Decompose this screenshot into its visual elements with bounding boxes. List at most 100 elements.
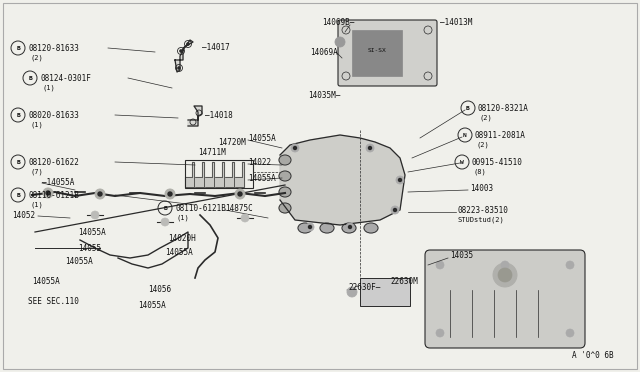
Text: STUDstud(2): STUDstud(2) [458, 217, 505, 223]
Text: B: B [466, 106, 470, 110]
Circle shape [43, 188, 53, 198]
Text: 08110-6121B: 08110-6121B [28, 190, 79, 199]
Text: SI-SX: SI-SX [367, 48, 387, 52]
Text: —14017: —14017 [202, 42, 230, 51]
Text: 22630M: 22630M [390, 278, 418, 286]
Circle shape [291, 144, 299, 152]
Circle shape [238, 192, 242, 196]
Circle shape [436, 261, 444, 269]
Text: 14056: 14056 [148, 285, 171, 295]
Circle shape [306, 223, 314, 231]
Circle shape [165, 189, 175, 199]
Polygon shape [175, 40, 193, 72]
Circle shape [399, 179, 401, 182]
Text: 14875C: 14875C [225, 203, 253, 212]
Circle shape [493, 263, 517, 287]
Text: 14055A: 14055A [32, 278, 60, 286]
Circle shape [46, 191, 50, 195]
Text: 14069B—: 14069B— [322, 17, 355, 26]
Polygon shape [195, 162, 204, 187]
Circle shape [241, 214, 249, 222]
Ellipse shape [279, 171, 291, 181]
Text: 08020-81633: 08020-81633 [28, 110, 79, 119]
Polygon shape [188, 106, 202, 126]
Text: (1): (1) [177, 215, 189, 221]
Bar [185, 160, 253, 188]
Circle shape [366, 144, 374, 152]
Text: (1): (1) [30, 122, 43, 128]
Text: 14055A: 14055A [138, 301, 166, 310]
Polygon shape [205, 162, 214, 187]
Circle shape [347, 287, 357, 297]
Text: B: B [16, 160, 20, 164]
Text: B: B [163, 205, 167, 211]
Text: —14055A: —14055A [42, 177, 74, 186]
Text: 14022: 14022 [248, 157, 271, 167]
Text: 14035: 14035 [450, 250, 473, 260]
Text: 08120-81633: 08120-81633 [28, 44, 79, 52]
Bar [352, 30, 402, 76]
Text: 08223-83510: 08223-83510 [458, 205, 509, 215]
Text: —14013M: —14013M [440, 17, 472, 26]
Text: (2): (2) [480, 115, 493, 121]
Text: 14711M: 14711M [198, 148, 226, 157]
Circle shape [566, 329, 574, 337]
Circle shape [394, 208, 397, 212]
Circle shape [91, 211, 99, 219]
Text: 14069A: 14069A [310, 48, 338, 57]
Circle shape [179, 49, 182, 52]
Text: 14055A: 14055A [78, 228, 106, 237]
Text: (2): (2) [30, 55, 43, 61]
Text: W: W [460, 160, 464, 164]
Text: 14055A: 14055A [65, 257, 93, 266]
Text: A '0^0 6B: A '0^0 6B [572, 350, 614, 359]
Circle shape [161, 218, 169, 226]
Ellipse shape [279, 203, 291, 213]
Circle shape [294, 147, 296, 150]
Ellipse shape [298, 223, 312, 233]
FancyBboxPatch shape [425, 250, 585, 348]
Text: 14020H: 14020H [168, 234, 196, 243]
Circle shape [235, 189, 245, 199]
Text: 00915-41510: 00915-41510 [472, 157, 523, 167]
Circle shape [346, 223, 354, 231]
Ellipse shape [364, 223, 378, 233]
Polygon shape [185, 162, 194, 187]
Text: 14052: 14052 [12, 211, 35, 219]
Circle shape [168, 192, 172, 196]
Text: (8): (8) [474, 169, 487, 175]
Ellipse shape [320, 223, 334, 233]
Text: SEE SEC.110: SEE SEC.110 [28, 298, 79, 307]
Text: 08124-0301F: 08124-0301F [40, 74, 91, 83]
Text: 08120-61622: 08120-61622 [28, 157, 79, 167]
Text: 08120-8321A: 08120-8321A [478, 103, 529, 112]
Text: 14003: 14003 [470, 183, 493, 192]
Ellipse shape [279, 187, 291, 197]
Polygon shape [280, 135, 405, 225]
Circle shape [369, 147, 371, 150]
Ellipse shape [279, 155, 291, 165]
Circle shape [501, 261, 509, 269]
Circle shape [436, 329, 444, 337]
Ellipse shape [342, 223, 356, 233]
Circle shape [391, 206, 399, 214]
Text: B: B [16, 192, 20, 198]
Text: N: N [463, 132, 467, 138]
Bar [360, 278, 410, 306]
Circle shape [177, 67, 180, 70]
Circle shape [98, 192, 102, 196]
Text: 14035M—: 14035M— [308, 90, 340, 99]
Circle shape [566, 261, 574, 269]
Circle shape [95, 189, 105, 199]
Circle shape [186, 42, 189, 45]
Text: 08110-6121B: 08110-6121B [175, 203, 226, 212]
Text: B: B [16, 112, 20, 118]
Text: 14055: 14055 [78, 244, 101, 253]
Text: (1): (1) [42, 85, 55, 91]
Circle shape [396, 176, 404, 184]
Text: 14055A: 14055A [248, 134, 276, 142]
Text: B: B [16, 45, 20, 51]
Polygon shape [235, 162, 244, 187]
Polygon shape [225, 162, 234, 187]
Text: (1): (1) [30, 202, 43, 208]
